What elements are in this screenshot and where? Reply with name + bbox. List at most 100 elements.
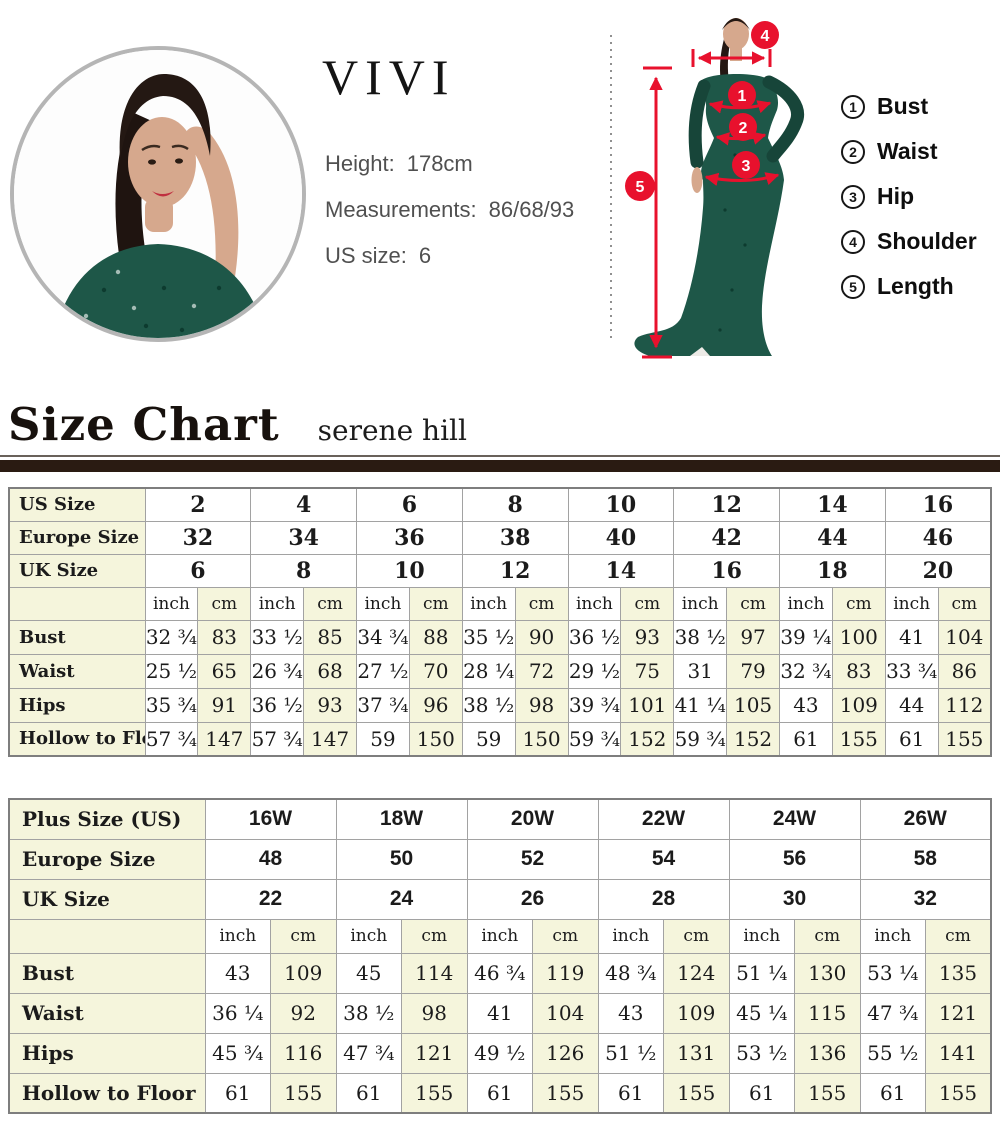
cm-value-cell: 98 <box>401 992 468 1034</box>
size-value-cell: 36 <box>356 520 463 555</box>
us-size-value: 6 <box>418 243 432 268</box>
inch-value-cell: 48 ¾ <box>597 952 664 994</box>
cm-value-cell: 155 <box>401 1072 468 1114</box>
unit-inch-cell: inch <box>466 918 533 954</box>
inch-value-cell: 41 <box>466 992 533 1034</box>
cm-value-cell: 109 <box>270 952 337 994</box>
measurements-label: Measurements: <box>325 197 477 222</box>
size-value-cell: 24W <box>728 798 861 840</box>
inch-value-cell: 57 ¾ <box>144 721 199 757</box>
cm-value-cell: 88 <box>408 619 463 655</box>
unit-cm-cell: cm <box>925 918 992 954</box>
size-value-cell: 48 <box>204 838 337 880</box>
unit-cm-cell: cm <box>937 586 992 621</box>
circled-number-5: 5 <box>841 274 865 299</box>
inch-value-cell: 28 ¼ <box>461 653 516 689</box>
cm-value-cell: 155 <box>937 721 992 757</box>
size-chart-subtitle: serene hill <box>317 414 467 447</box>
cm-value-cell: 135 <box>925 952 992 994</box>
cm-value-cell: 155 <box>532 1072 599 1114</box>
size-row: UK Size 6 8 10 12 14 16 18 20 <box>8 553 992 588</box>
size-value-cell: 26 <box>466 878 599 920</box>
size-value-cell: 18 <box>779 553 886 588</box>
standard-sizes-table: US Size 2 4 6 8 10 12 14 16 Europe Size 32 34 36 38 40… <box>8 487 992 757</box>
inch-value-cell: 38 ½ <box>335 992 402 1034</box>
cm-value-cell: 96 <box>408 687 463 723</box>
inch-value-cell: 43 <box>597 992 664 1034</box>
unit-cm-cell: cm <box>532 918 599 954</box>
size-value-cell: 20W <box>466 798 599 840</box>
size-value-cell: 44 <box>779 520 886 555</box>
size-value-cell: 12 <box>673 487 780 522</box>
legend-label-hip: Hip <box>877 183 915 209</box>
size-value-cell: 56 <box>728 838 861 880</box>
cm-value-cell: 79 <box>726 653 780 689</box>
size-value-cell: 24 <box>335 878 468 920</box>
inch-value-cell: 61 <box>779 721 833 757</box>
unit-cm-cell: cm <box>514 586 569 621</box>
legend-item-hip: 3 Hip <box>841 174 977 219</box>
measure-row: Waist 36 ¼ 92 38 ½ 98 41 104 43 109 45 ¼ 115 47 ¾ 12… <box>8 992 992 1034</box>
measurements-value: 86/68/93 <box>488 197 575 222</box>
cm-value-cell: 155 <box>831 721 886 757</box>
cm-value-cell: 152 <box>726 721 780 757</box>
inch-value-cell: 31 <box>673 653 728 689</box>
inch-value-cell: 61 <box>335 1072 402 1114</box>
unit-cm-cell: cm <box>663 918 730 954</box>
cm-value-cell: 83 <box>197 619 252 655</box>
inch-value-cell: 36 ½ <box>567 619 622 655</box>
size-value-cell: 14 <box>779 487 886 522</box>
cm-value-cell: 85 <box>303 619 357 655</box>
section-divider <box>0 455 1000 472</box>
circled-number-4: 4 <box>841 229 865 254</box>
cm-value-cell: 90 <box>514 619 569 655</box>
row-label: Hips <box>8 687 146 723</box>
cm-value-cell: 155 <box>663 1072 730 1114</box>
inch-value-cell: 25 ½ <box>144 653 199 689</box>
model-photo-illustration <box>14 50 302 338</box>
inch-value-cell: 33 ½ <box>250 619 305 655</box>
row-label <box>8 918 206 954</box>
unit-inch-cell: inch <box>250 586 305 621</box>
unit-cm-cell: cm <box>794 918 861 954</box>
cm-value-cell: 86 <box>937 653 992 689</box>
measurement-diagram: 1 2 3 4 5 <box>610 18 804 359</box>
legend-label-bust: Bust <box>877 93 929 119</box>
inch-value-cell: 47 ¾ <box>859 992 926 1034</box>
cm-value-cell: 109 <box>831 687 886 723</box>
cm-value-cell: 147 <box>303 721 357 757</box>
cm-value-cell: 141 <box>925 1032 992 1074</box>
row-label: Hollow to Floor <box>8 1072 206 1114</box>
size-row: Plus Size (US) 16W 18W 20W 22W 24W 26W <box>8 798 992 840</box>
size-chart-heading: Size Chart serene hill <box>8 398 467 451</box>
inch-value-cell: 39 ¾ <box>567 687 622 723</box>
cm-value-cell: 126 <box>532 1032 599 1074</box>
cm-value-cell: 75 <box>620 653 675 689</box>
size-value-cell: 30 <box>728 878 861 920</box>
unit-inch-cell: inch <box>335 918 402 954</box>
marker-1-bust: 1 <box>738 88 747 105</box>
us-size-label: US size: <box>325 243 407 268</box>
size-value-cell: 14 <box>567 553 675 588</box>
model-photo <box>10 46 306 342</box>
inch-value-cell: 37 ¾ <box>356 687 410 723</box>
row-label <box>8 586 146 621</box>
size-chart-title: Size Chart <box>8 398 280 451</box>
unit-inch-cell: inch <box>567 586 622 621</box>
size-row: Europe Size 48 50 52 54 56 58 <box>8 838 992 880</box>
size-value-cell: 34 <box>250 520 357 555</box>
unit-inch-cell: inch <box>859 918 926 954</box>
unit-cm-cell: cm <box>620 586 675 621</box>
size-value-cell: 42 <box>673 520 780 555</box>
size-value-cell: 16 <box>884 487 992 522</box>
size-value-cell: 2 <box>144 487 252 522</box>
circled-number-3: 3 <box>841 184 865 209</box>
height-value: 178cm <box>406 151 473 176</box>
inch-value-cell: 59 ¾ <box>567 721 622 757</box>
size-value-cell: 6 <box>356 487 463 522</box>
cm-value-cell: 155 <box>270 1072 337 1114</box>
size-value-cell: 22W <box>597 798 730 840</box>
